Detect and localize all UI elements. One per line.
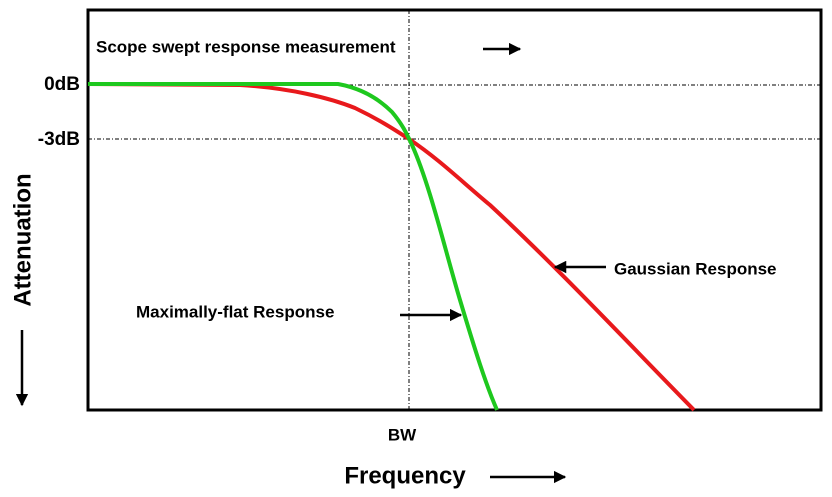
- gaussian-label: Gaussian Response: [614, 259, 777, 278]
- minus3-db-label: -3dB: [38, 129, 80, 150]
- zero-db-label: 0dB: [44, 74, 80, 95]
- title: Scope swept response measurement: [96, 37, 396, 56]
- bw-label: BW: [388, 425, 417, 444]
- plot-frame: [86, 8, 823, 412]
- gaussian-curve: [87, 82, 696, 412]
- x-axis-label: Frequency: [344, 462, 466, 489]
- maximally-flat-curve: [88, 82, 499, 411]
- maximally-flat-label: Maximally-flat Response: [136, 302, 334, 321]
- y-axis-label: Attenuation: [9, 173, 36, 306]
